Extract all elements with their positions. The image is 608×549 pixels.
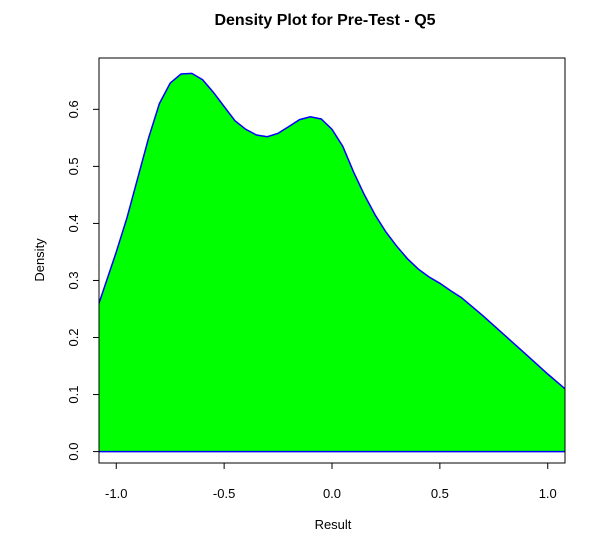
y-axis-label: Density	[32, 238, 47, 282]
x-axis-label: Result	[315, 517, 352, 532]
x-tick-label: 1.0	[539, 486, 557, 501]
y-tick-label: 0.2	[66, 328, 81, 346]
x-tick-label: 0.5	[431, 486, 449, 501]
x-tick-label: 0.0	[323, 486, 341, 501]
density-area	[99, 73, 565, 452]
chart-title: Density Plot for Pre-Test - Q5	[214, 12, 435, 29]
y-axis: 0.0 0.1 0.2 0.3 0.4 0.5 0.6	[66, 100, 99, 461]
x-tick-label: -0.5	[213, 486, 235, 501]
x-axis: -1.0 -0.5 0.0 0.5 1.0	[105, 463, 557, 501]
y-tick-label: 0.5	[66, 157, 81, 175]
y-tick-label: 0.0	[66, 443, 81, 461]
y-tick-label: 0.4	[66, 214, 81, 232]
y-tick-label: 0.3	[66, 271, 81, 289]
y-tick-label: 0.1	[66, 386, 81, 404]
x-tick-label: -1.0	[105, 486, 127, 501]
plot-area	[98, 72, 566, 453]
density-line	[98, 72, 566, 390]
y-tick-label: 0.6	[66, 100, 81, 118]
